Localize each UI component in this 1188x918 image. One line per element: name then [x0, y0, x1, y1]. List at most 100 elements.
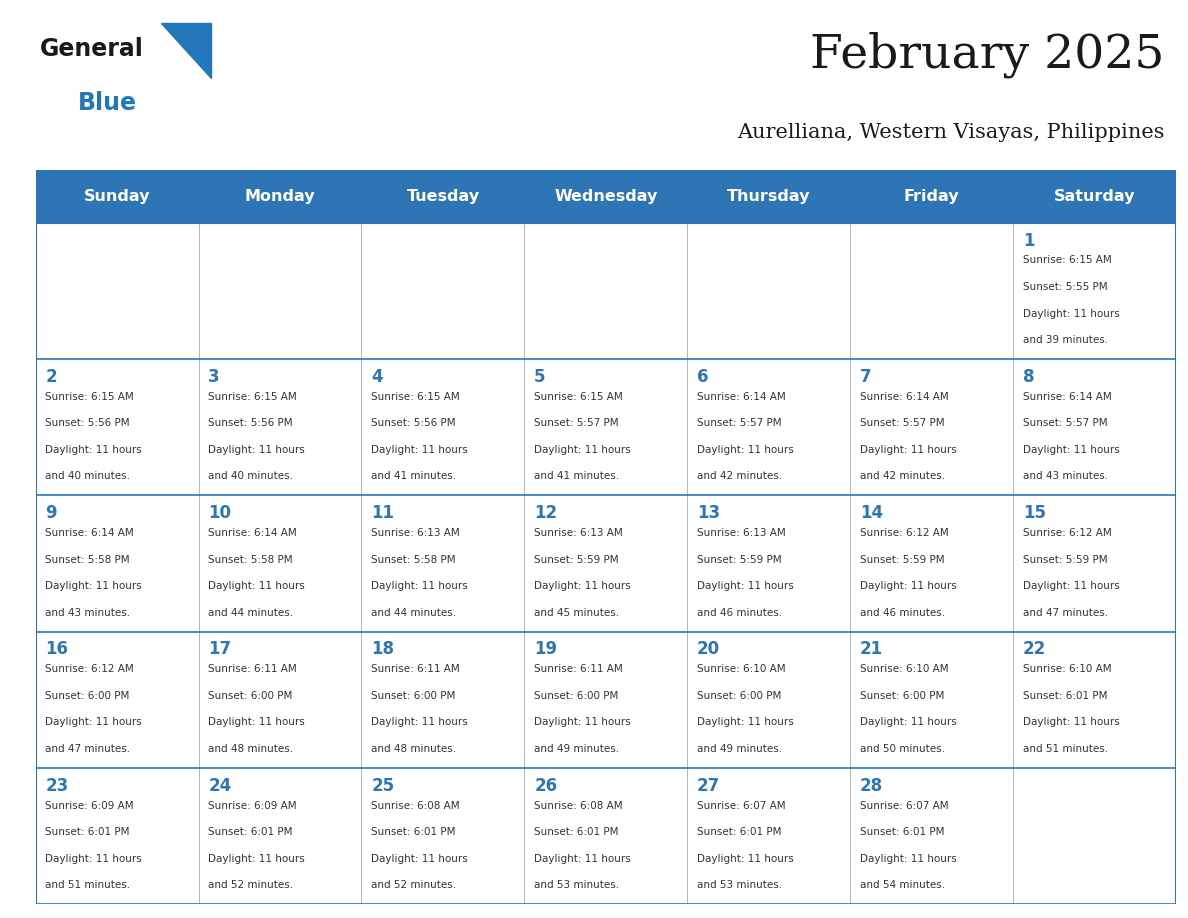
- Text: Sunrise: 6:12 AM: Sunrise: 6:12 AM: [860, 528, 949, 538]
- Bar: [36, 170, 198, 223]
- Text: Sunday: Sunday: [84, 189, 151, 204]
- Text: Sunset: 5:57 PM: Sunset: 5:57 PM: [860, 419, 944, 429]
- Text: and 47 minutes.: and 47 minutes.: [45, 744, 131, 754]
- Bar: [1013, 223, 1176, 359]
- Text: and 49 minutes.: and 49 minutes.: [697, 744, 782, 754]
- Text: Sunrise: 6:15 AM: Sunrise: 6:15 AM: [1023, 255, 1112, 265]
- Text: Thursday: Thursday: [727, 189, 810, 204]
- Text: Sunset: 6:00 PM: Sunset: 6:00 PM: [860, 691, 944, 700]
- Text: 14: 14: [860, 504, 883, 522]
- Text: 4: 4: [372, 368, 383, 386]
- Bar: [1013, 632, 1176, 768]
- Text: Sunset: 5:57 PM: Sunset: 5:57 PM: [1023, 419, 1107, 429]
- Bar: [36, 768, 198, 904]
- Text: Saturday: Saturday: [1054, 189, 1136, 204]
- Text: 5: 5: [535, 368, 545, 386]
- Text: Sunset: 6:01 PM: Sunset: 6:01 PM: [1023, 691, 1107, 700]
- Text: Sunrise: 6:15 AM: Sunrise: 6:15 AM: [45, 392, 134, 402]
- Bar: [361, 359, 524, 496]
- Text: Daylight: 11 hours: Daylight: 11 hours: [535, 581, 631, 591]
- Text: and 44 minutes.: and 44 minutes.: [208, 608, 293, 618]
- Text: Sunset: 5:59 PM: Sunset: 5:59 PM: [1023, 554, 1107, 565]
- Text: and 43 minutes.: and 43 minutes.: [45, 608, 131, 618]
- Bar: [851, 170, 1013, 223]
- Bar: [198, 223, 361, 359]
- Text: Sunrise: 6:10 AM: Sunrise: 6:10 AM: [1023, 665, 1112, 675]
- Bar: [361, 496, 524, 632]
- Bar: [851, 223, 1013, 359]
- Text: Sunset: 6:01 PM: Sunset: 6:01 PM: [208, 827, 292, 837]
- Text: Daylight: 11 hours: Daylight: 11 hours: [860, 854, 956, 864]
- Text: and 48 minutes.: and 48 minutes.: [372, 744, 456, 754]
- Text: Daylight: 11 hours: Daylight: 11 hours: [208, 581, 305, 591]
- Text: and 42 minutes.: and 42 minutes.: [697, 472, 782, 481]
- Text: Daylight: 11 hours: Daylight: 11 hours: [697, 718, 794, 727]
- Bar: [524, 223, 688, 359]
- Bar: [524, 632, 688, 768]
- Text: Sunset: 6:00 PM: Sunset: 6:00 PM: [208, 691, 292, 700]
- Text: Sunrise: 6:15 AM: Sunrise: 6:15 AM: [535, 392, 623, 402]
- Text: and 45 minutes.: and 45 minutes.: [535, 608, 619, 618]
- Text: Sunset: 6:01 PM: Sunset: 6:01 PM: [45, 827, 129, 837]
- Text: Daylight: 11 hours: Daylight: 11 hours: [697, 854, 794, 864]
- Text: Daylight: 11 hours: Daylight: 11 hours: [45, 445, 143, 454]
- Text: Sunset: 5:57 PM: Sunset: 5:57 PM: [697, 419, 782, 429]
- Text: Sunset: 6:01 PM: Sunset: 6:01 PM: [860, 827, 944, 837]
- Text: Daylight: 11 hours: Daylight: 11 hours: [697, 581, 794, 591]
- Bar: [1013, 768, 1176, 904]
- Text: Daylight: 11 hours: Daylight: 11 hours: [535, 854, 631, 864]
- Text: Sunrise: 6:15 AM: Sunrise: 6:15 AM: [208, 392, 297, 402]
- Text: 7: 7: [860, 368, 872, 386]
- Text: Daylight: 11 hours: Daylight: 11 hours: [45, 854, 143, 864]
- Text: 19: 19: [535, 641, 557, 658]
- Bar: [36, 496, 198, 632]
- Bar: [851, 632, 1013, 768]
- Text: 10: 10: [208, 504, 232, 522]
- Text: 15: 15: [1023, 504, 1045, 522]
- Text: Daylight: 11 hours: Daylight: 11 hours: [1023, 581, 1120, 591]
- Bar: [688, 170, 851, 223]
- Bar: [524, 359, 688, 496]
- Text: and 41 minutes.: and 41 minutes.: [372, 472, 456, 481]
- Text: Sunrise: 6:07 AM: Sunrise: 6:07 AM: [697, 800, 785, 811]
- Text: Sunset: 6:01 PM: Sunset: 6:01 PM: [372, 827, 456, 837]
- Text: Daylight: 11 hours: Daylight: 11 hours: [535, 445, 631, 454]
- Text: 3: 3: [208, 368, 220, 386]
- Text: 8: 8: [1023, 368, 1035, 386]
- Text: Sunset: 5:56 PM: Sunset: 5:56 PM: [45, 419, 129, 429]
- Text: Sunrise: 6:09 AM: Sunrise: 6:09 AM: [208, 800, 297, 811]
- Text: Sunrise: 6:08 AM: Sunrise: 6:08 AM: [535, 800, 623, 811]
- Text: Sunrise: 6:13 AM: Sunrise: 6:13 AM: [697, 528, 786, 538]
- Text: 13: 13: [697, 504, 720, 522]
- Text: Sunrise: 6:14 AM: Sunrise: 6:14 AM: [45, 528, 134, 538]
- Bar: [198, 170, 361, 223]
- Text: Daylight: 11 hours: Daylight: 11 hours: [45, 581, 143, 591]
- Text: Sunrise: 6:12 AM: Sunrise: 6:12 AM: [1023, 528, 1112, 538]
- Text: 22: 22: [1023, 641, 1047, 658]
- Bar: [36, 359, 198, 496]
- Bar: [851, 768, 1013, 904]
- Text: Sunrise: 6:11 AM: Sunrise: 6:11 AM: [535, 665, 623, 675]
- Bar: [524, 768, 688, 904]
- Text: Daylight: 11 hours: Daylight: 11 hours: [208, 445, 305, 454]
- Text: Sunset: 5:58 PM: Sunset: 5:58 PM: [372, 554, 456, 565]
- Text: Wednesday: Wednesday: [554, 189, 658, 204]
- Text: and 54 minutes.: and 54 minutes.: [860, 880, 946, 890]
- Text: and 46 minutes.: and 46 minutes.: [860, 608, 946, 618]
- Bar: [361, 768, 524, 904]
- Bar: [688, 359, 851, 496]
- Text: and 52 minutes.: and 52 minutes.: [208, 880, 293, 890]
- Text: Sunrise: 6:14 AM: Sunrise: 6:14 AM: [697, 392, 786, 402]
- Text: Sunrise: 6:12 AM: Sunrise: 6:12 AM: [45, 665, 134, 675]
- Text: Sunset: 5:57 PM: Sunset: 5:57 PM: [535, 419, 619, 429]
- Text: Monday: Monday: [245, 189, 315, 204]
- Text: Daylight: 11 hours: Daylight: 11 hours: [1023, 308, 1120, 319]
- Bar: [688, 768, 851, 904]
- Text: and 48 minutes.: and 48 minutes.: [208, 744, 293, 754]
- Text: and 43 minutes.: and 43 minutes.: [1023, 472, 1108, 481]
- Text: and 51 minutes.: and 51 minutes.: [45, 880, 131, 890]
- Text: and 49 minutes.: and 49 minutes.: [535, 744, 619, 754]
- Text: 17: 17: [208, 641, 232, 658]
- Bar: [688, 496, 851, 632]
- Text: 25: 25: [372, 777, 394, 795]
